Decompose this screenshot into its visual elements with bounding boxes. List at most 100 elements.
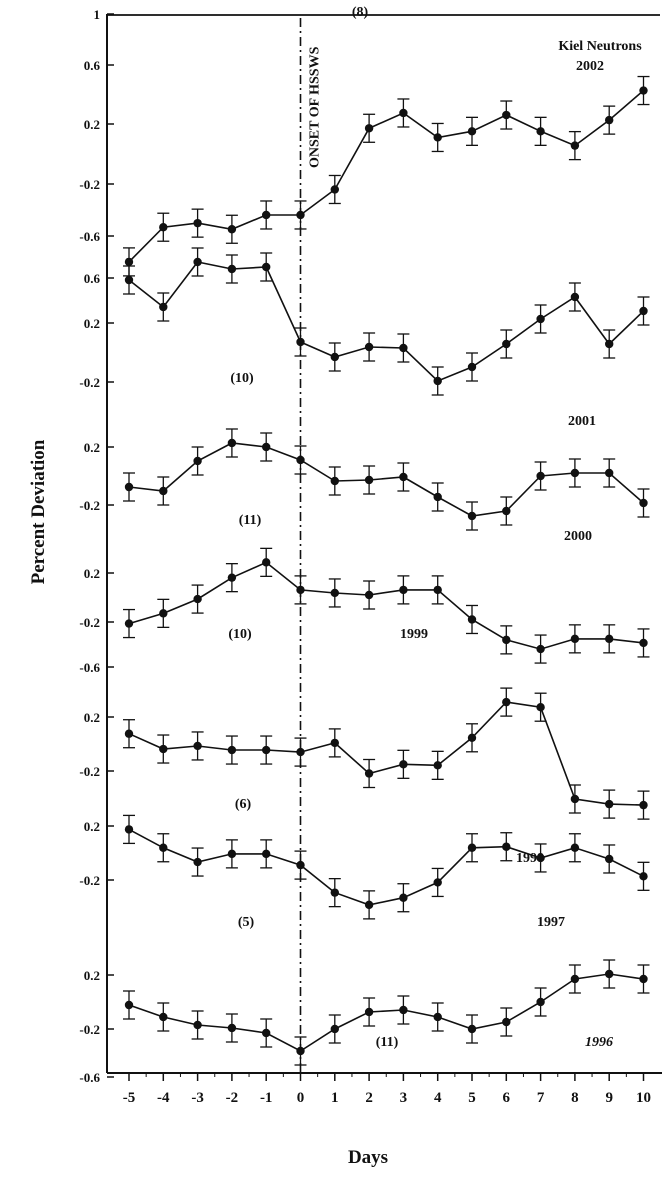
data-point-1999-day0 [296, 585, 305, 595]
x-tick-label: 0 [297, 1090, 305, 1106]
data-point-2002-day5 [467, 127, 477, 136]
y-tick-label: 0.2 [84, 316, 100, 331]
y-tick-label: 0.2 [84, 117, 100, 132]
data-point-1999-day4 [433, 585, 442, 595]
data-point-2001-day5 [467, 362, 477, 372]
data-point-1996-day7 [536, 997, 545, 1007]
data-point-1999-day-5 [124, 619, 134, 628]
data-point-1997-day6 [502, 842, 511, 851]
x-tick-label: 7 [537, 1090, 545, 1106]
data-point-1999-day10 [639, 638, 648, 648]
data-point-2000-day-1 [262, 442, 271, 452]
data-point-1998-day7 [536, 703, 545, 712]
data-point-2002-day-4 [159, 223, 168, 232]
data-point-1996-day-2 [227, 1023, 237, 1033]
data-point-2000-day10 [639, 498, 648, 508]
data-point-1998-day10 [639, 800, 648, 810]
data-point-2001-day-2 [227, 264, 237, 274]
y-axis-title: Percent Deviation [28, 439, 49, 584]
data-point-2001-day-3 [193, 257, 202, 267]
data-point-2000-day5 [467, 511, 477, 521]
data-point-2002-day-3 [193, 218, 202, 228]
data-point-2001-day6 [502, 339, 511, 349]
x-tick-label: -4 [157, 1090, 170, 1106]
y-tick-label: -0.2 [79, 873, 100, 888]
data-point-2001-day-1 [262, 262, 271, 272]
data-point-2002-day2 [364, 124, 374, 133]
data-point-1996-day-5 [124, 1000, 134, 1010]
x-tick-label: 3 [400, 1090, 408, 1106]
data-point-2002-day8 [570, 141, 580, 150]
data-point-2000-day-3 [193, 456, 202, 466]
series-2002 [123, 75, 650, 277]
data-point-2000-day0 [296, 455, 305, 465]
y-tick-label: -0.6 [79, 229, 100, 244]
series-2001 [123, 247, 650, 396]
data-point-1996-day3 [399, 1005, 408, 1015]
data-point-1997-day-3 [193, 857, 202, 867]
data-point-1999-day5 [467, 615, 477, 624]
event-count-1997: (5) [238, 915, 255, 930]
data-point-1998-day5 [467, 733, 477, 742]
data-point-1998-day-4 [159, 744, 168, 754]
data-point-2000-day1 [330, 476, 339, 486]
data-point-2001-day8 [570, 292, 580, 302]
data-point-1997-day10 [639, 872, 648, 881]
series-1996 [123, 959, 650, 1066]
data-point-1998-day2 [364, 769, 374, 778]
chart-title: Kiel Neutrons [558, 39, 642, 54]
series-line-1997 [128, 828, 644, 906]
data-point-1999-day2 [364, 590, 374, 600]
event-count-2002: (8) [352, 5, 369, 20]
data-point-1999-day1 [330, 588, 339, 598]
y-tick-label: -0.2 [79, 764, 100, 779]
y-tick-label: -0.2 [79, 375, 100, 390]
data-point-1996-day-1 [262, 1028, 271, 1038]
data-point-1997-day3 [399, 893, 408, 902]
data-point-1996-day-4 [159, 1012, 168, 1022]
data-point-1997-day1 [330, 888, 339, 897]
series-line-1996 [128, 973, 644, 1052]
y-tick-label: 0.2 [84, 710, 100, 725]
x-tick-label: 1 [331, 1090, 339, 1106]
data-point-1998-day3 [399, 760, 408, 769]
chart-axes: -5 -4 -3 -2 -1 0 1 2 3 4 5 6 7 8 9 10 1 0.6 0.2 -0.2 -0.6 0.6… [79, 7, 662, 1106]
data-point-1997-day-4 [159, 843, 168, 852]
y-tick-label: 0.6 [84, 58, 101, 73]
data-point-1997-day-1 [262, 849, 271, 859]
series-name-1996: 1996 [585, 1035, 613, 1050]
x-tick-label: 8 [571, 1090, 579, 1106]
data-point-2000-day6 [502, 506, 511, 516]
series-line-2000 [128, 442, 645, 517]
y-tick-label: 0.2 [84, 566, 100, 581]
x-tick-label: -3 [191, 1090, 204, 1106]
series-layer [123, 75, 650, 1066]
data-point-1998-day-5 [124, 729, 134, 738]
data-point-2000-day8 [570, 468, 580, 478]
y-tick-label: -0.2 [79, 615, 100, 630]
y-tick-label: 0.6 [84, 271, 101, 286]
event-count-1996: (11) [376, 1035, 399, 1050]
x-tick-label: 6 [503, 1090, 511, 1106]
data-point-2002-day-2 [227, 225, 237, 234]
event-count-1999: (10) [228, 627, 252, 642]
data-point-2001-day10 [639, 306, 648, 316]
y-tick-label: -0.2 [79, 498, 100, 513]
y-tick-label: -0.6 [79, 660, 100, 675]
data-point-2002-day10 [639, 86, 648, 95]
series-name-1998: 1998 [516, 851, 544, 866]
series-1999 [123, 547, 650, 664]
series-line-1999 [128, 561, 644, 650]
data-point-1998-day8 [570, 794, 580, 804]
data-point-1996-day1 [330, 1024, 339, 1034]
data-point-1999-day8 [570, 634, 580, 644]
x-tick-label: -2 [226, 1090, 239, 1106]
data-point-2001-day7 [536, 314, 545, 324]
data-point-1998-day-2 [227, 745, 237, 755]
x-tick-label: 2 [365, 1090, 373, 1106]
data-point-1996-day4 [433, 1012, 442, 1022]
data-point-2002-day9 [605, 115, 614, 125]
data-point-1996-day0 [296, 1046, 305, 1056]
data-point-2000-day9 [605, 468, 614, 478]
